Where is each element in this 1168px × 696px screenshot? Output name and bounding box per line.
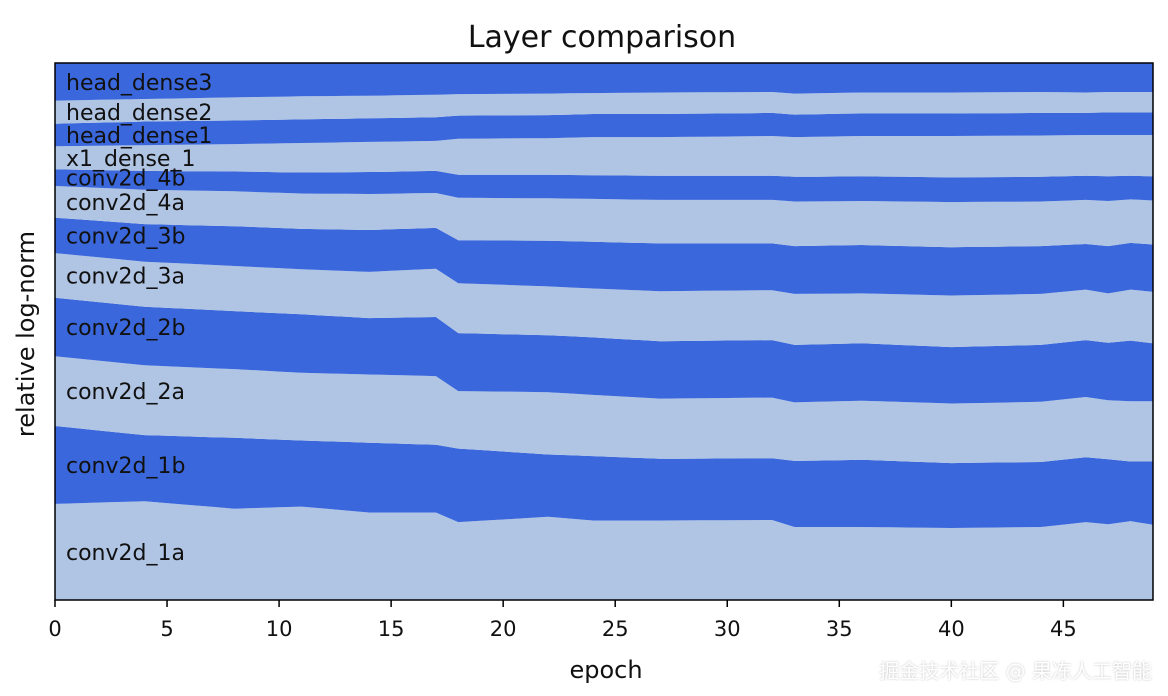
- x-tick-label-15: 15: [378, 617, 405, 641]
- area-band-conv2d_4b: [55, 169, 1153, 203]
- x-tick-label-20: 20: [490, 617, 517, 641]
- series-label-conv2d_2b: conv2d_2b: [66, 316, 185, 341]
- x-tick-label-45: 45: [1050, 617, 1077, 641]
- series-label-head_dense1: head_dense1: [66, 124, 212, 149]
- area-band-head_dense2: [55, 92, 1153, 124]
- y-axis-label: relative log-norm: [12, 231, 40, 437]
- area-band-conv2d_3a: [55, 253, 1153, 348]
- area-band-conv2d_2b: [55, 297, 1153, 404]
- series-label-conv2d_4a: conv2d_4a: [66, 191, 185, 216]
- area-band-conv2d_3b: [55, 217, 1153, 296]
- x-tick-label-5: 5: [160, 617, 173, 641]
- area-bands: [55, 63, 1153, 600]
- x-tick-label-40: 40: [938, 617, 965, 641]
- series-label-conv2d_3b: conv2d_3b: [66, 224, 185, 249]
- area-band-conv2d_1a: [55, 501, 1153, 600]
- area-band-head_dense1: [55, 112, 1153, 147]
- x-tick-label-35: 35: [826, 617, 853, 641]
- series-label-conv2d_4b: conv2d_4b: [66, 167, 185, 192]
- series-labels: conv2d_1a conv2d_1b conv2d_2a conv2d_2b conv…: [66, 71, 212, 566]
- x-tick-label-0: 0: [48, 617, 61, 641]
- area-band-x1_dense_1: [55, 135, 1153, 178]
- x-axis-label: epoch: [569, 656, 642, 684]
- area-band-conv2d_4a: [55, 186, 1153, 248]
- series-label-head_dense2: head_dense2: [66, 101, 212, 126]
- x-tick-label-10: 10: [266, 617, 293, 641]
- x-tick-label-30: 30: [714, 617, 741, 641]
- x-axis-ticks: 0 5 10 15 20 25 30 35 40 45: [48, 600, 1077, 641]
- series-label-conv2d_1a: conv2d_1a: [66, 541, 185, 566]
- area-band-head_dense3: [55, 63, 1153, 101]
- x-tick-label-25: 25: [602, 617, 629, 641]
- area-band-conv2d_2a: [55, 356, 1153, 464]
- watermark: 掘金技术社区 @ 果冻人工智能: [879, 659, 1152, 683]
- plot-frame: [54, 62, 1154, 601]
- series-label-conv2d_2a: conv2d_2a: [66, 380, 185, 405]
- area-band-conv2d_1b: [55, 426, 1153, 528]
- series-label-conv2d_1b: conv2d_1b: [66, 454, 185, 479]
- chart-title: Layer comparison: [468, 20, 736, 55]
- series-label-x1_dense_1: x1_dense_1: [66, 147, 195, 172]
- series-label-conv2d_3a: conv2d_3a: [66, 264, 185, 289]
- series-label-head_dense3: head_dense3: [66, 71, 212, 96]
